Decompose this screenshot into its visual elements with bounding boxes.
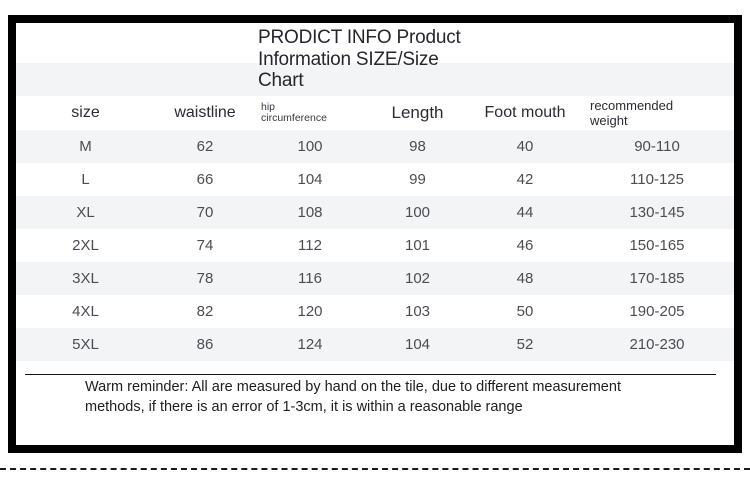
header-hip-circumference: hip circumference <box>255 102 365 124</box>
header-waistline: waistline <box>174 104 236 121</box>
cell-length: 98 <box>409 138 426 155</box>
cell-hip: 124 <box>297 336 323 353</box>
header-hip-line2: circumference <box>261 112 327 124</box>
cell-weight: 130-145 <box>629 204 685 221</box>
cell-weight: 150-165 <box>629 237 685 254</box>
cell-weight: 210-230 <box>629 336 685 353</box>
cell-foot-mouth: 42 <box>516 171 534 188</box>
cell-waistline: 66 <box>196 171 214 188</box>
cell-length: 100 <box>404 204 431 221</box>
header-size: size <box>71 104 100 121</box>
cell-weight: 110-125 <box>630 171 684 188</box>
cell-size: L <box>81 171 90 188</box>
cell-waistline: 86 <box>196 336 214 353</box>
cell-hip: 112 <box>298 237 322 254</box>
title-line-1: PRODICT INFO Product <box>258 27 461 48</box>
cell-length: 101 <box>404 237 431 254</box>
cell-waistline: 62 <box>196 138 214 155</box>
cell-size: 5XL <box>72 336 99 353</box>
cell-length: 99 <box>409 171 426 188</box>
cell-size: 4XL <box>72 303 99 320</box>
cell-length: 102 <box>404 270 431 287</box>
cell-size: 3XL <box>72 270 99 287</box>
reminder-line-1: Warm reminder: All are measured by hand … <box>85 379 621 395</box>
table-row-5xl: 5XL 86 124 104 52 210-230 <box>16 328 734 361</box>
table-row-xl: XL 70 108 100 44 130-145 <box>16 196 734 229</box>
title-line-3: Chart <box>258 70 304 91</box>
table-row-2xl: 2XL 74 112 101 46 150-165 <box>16 229 734 262</box>
cell-hip: 104 <box>297 171 323 188</box>
header-recommended-weight: recommended weight <box>580 98 734 129</box>
cell-waistline: 74 <box>196 237 214 254</box>
cell-hip: 100 <box>297 138 323 155</box>
header-length: Length <box>391 103 444 122</box>
size-chart-table: size waistline hip circumference Length … <box>16 63 734 361</box>
title-line-2: Information SIZE/Size <box>258 48 439 70</box>
cell-foot-mouth: 50 <box>516 303 534 320</box>
cell-size: XL <box>76 204 95 221</box>
cell-hip: 120 <box>297 303 323 320</box>
warm-reminder-text: Warm reminder: All are measured by hand … <box>85 378 685 417</box>
cell-size: M <box>79 138 92 155</box>
stripe-band <box>16 63 734 96</box>
table-row-3xl: 3XL 78 116 102 48 170-185 <box>16 262 734 295</box>
cell-weight: 190-205 <box>629 303 685 320</box>
page-title: PRODICT INFO Product Information SIZE/Si… <box>258 27 488 92</box>
header-hip-line1: hip <box>261 101 276 113</box>
cell-length: 103 <box>404 303 431 320</box>
cell-waistline: 82 <box>196 303 214 320</box>
cell-weight: 90-110 <box>634 138 680 155</box>
cell-foot-mouth: 44 <box>516 204 534 221</box>
cell-size: 2XL <box>72 237 99 254</box>
cell-foot-mouth: 40 <box>516 138 534 155</box>
table-header-row: size waistline hip circumference Length … <box>16 96 734 130</box>
cell-hip: 108 <box>297 204 323 221</box>
cell-waistline: 70 <box>196 204 214 221</box>
cell-length: 104 <box>404 336 431 353</box>
table-row-m: M 62 100 98 40 90-110 <box>16 130 734 163</box>
header-foot-mouth: Foot mouth <box>484 104 566 121</box>
table-row-l: L 66 104 99 42 110-125 <box>16 163 734 196</box>
cell-waistline: 78 <box>196 270 214 287</box>
bottom-dashed-divider <box>0 468 750 470</box>
table-row-4xl: 4XL 82 120 103 50 190-205 <box>16 295 734 328</box>
reminder-divider-line <box>25 374 716 375</box>
cell-foot-mouth: 48 <box>516 270 534 287</box>
cell-foot-mouth: 52 <box>516 336 534 353</box>
reminder-line-2: methods, if there is an error of 1-3cm, … <box>85 398 523 415</box>
header-weight-line2: weight <box>590 113 628 128</box>
cell-foot-mouth: 46 <box>516 237 534 254</box>
cell-hip: 116 <box>298 270 322 287</box>
cell-weight: 170-185 <box>629 270 685 287</box>
header-weight-line1: recommended <box>590 97 674 113</box>
